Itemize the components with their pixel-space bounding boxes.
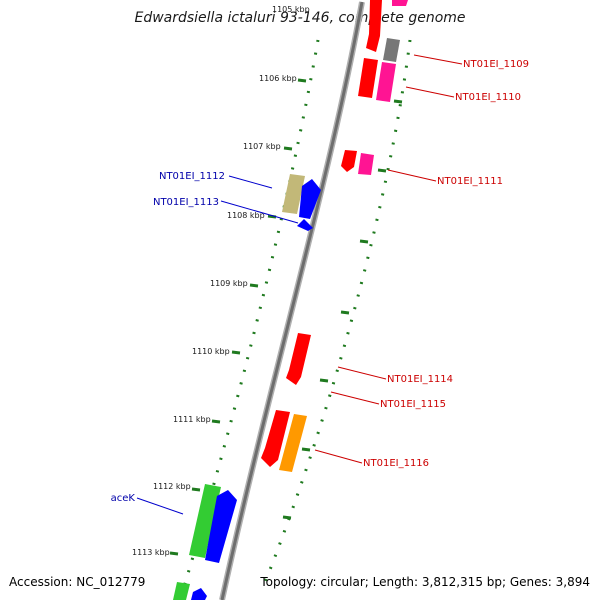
major-tick bbox=[169, 551, 179, 556]
tick-label-1105: 1105 kbp bbox=[272, 5, 310, 14]
major-tick bbox=[393, 99, 403, 104]
accession-text: Accession: NC_012779 bbox=[9, 575, 145, 589]
gene-feature-red[interactable] bbox=[286, 333, 311, 385]
tick-label-1110: 1110 kbp bbox=[192, 347, 230, 356]
gene-feature-green[interactable] bbox=[173, 582, 190, 600]
gene-feature-pink[interactable] bbox=[392, 0, 408, 6]
map-title: Edwardsiella ictaluri 93-146, complete g… bbox=[134, 10, 465, 26]
major-tick bbox=[283, 146, 293, 151]
major-tick bbox=[211, 419, 221, 424]
gene-feature-blue[interactable] bbox=[297, 219, 313, 231]
gene-feature-gray[interactable] bbox=[383, 38, 400, 62]
label-line-acek bbox=[136, 497, 184, 515]
tick-label-1106: 1106 kbp bbox=[259, 74, 297, 83]
tick-label-1108: 1108 kbp bbox=[227, 211, 265, 220]
major-tick bbox=[282, 515, 292, 520]
gene-feature-pink[interactable] bbox=[376, 62, 396, 102]
major-tick bbox=[359, 239, 369, 244]
gene-label-nt01ei-1110[interactable]: NT01EI_1110 bbox=[455, 92, 521, 103]
gene-feature-blue[interactable] bbox=[191, 588, 207, 600]
forward-label-lines bbox=[314, 54, 463, 464]
major-ticks-outer bbox=[169, 78, 307, 556]
label-line-1109 bbox=[413, 54, 463, 65]
gene-feature-blue[interactable] bbox=[205, 490, 237, 563]
gene-label-nt01ei-1111[interactable]: NT01EI_1111 bbox=[437, 176, 503, 187]
major-tick bbox=[301, 447, 311, 452]
gene-feature-red[interactable] bbox=[261, 410, 290, 467]
gene-feature-green[interactable] bbox=[189, 484, 221, 558]
gene-feature-pink[interactable] bbox=[358, 153, 374, 175]
gene-label-acek[interactable]: aceK bbox=[111, 493, 136, 504]
gene-label-nt01ei-1113[interactable]: NT01EI_1113 bbox=[153, 197, 219, 208]
tick-label-1113: 1113 kbp bbox=[132, 548, 170, 557]
label-line-1112 bbox=[228, 175, 273, 189]
reverse-label-lines bbox=[136, 175, 299, 515]
gene-label-nt01ei-1116[interactable]: NT01EI_1116 bbox=[363, 458, 429, 469]
major-tick bbox=[377, 168, 387, 173]
label-line-1115 bbox=[330, 391, 380, 405]
major-ticks-inner bbox=[282, 99, 403, 520]
gene-feature-red[interactable] bbox=[358, 58, 378, 98]
genome-summary-text: Topology: circular; Length: 3,812,315 bp… bbox=[259, 575, 590, 589]
gene-label-nt01ei-1114[interactable]: NT01EI_1114 bbox=[387, 374, 453, 385]
gene-label-nt01ei-1109[interactable]: NT01EI_1109 bbox=[463, 59, 529, 70]
label-line-1116 bbox=[314, 449, 363, 464]
genome-backbone bbox=[220, 1, 364, 600]
major-tick bbox=[249, 283, 259, 288]
gene-label-nt01ei-1112[interactable]: NT01EI_1112 bbox=[159, 171, 225, 182]
tick-label-1109: 1109 kbp bbox=[210, 279, 248, 288]
gene-feature-orange[interactable] bbox=[279, 414, 307, 472]
gene-feature-red[interactable] bbox=[366, 0, 382, 52]
gene-label-nt01ei-1115[interactable]: NT01EI_1115 bbox=[380, 399, 446, 410]
major-tick bbox=[297, 78, 307, 83]
major-tick bbox=[340, 310, 350, 315]
gene-feature-red[interactable] bbox=[341, 150, 357, 172]
gene-feature-blue[interactable] bbox=[299, 179, 321, 219]
label-line-1114 bbox=[337, 366, 387, 380]
major-tick bbox=[231, 350, 241, 355]
label-line-1111 bbox=[387, 169, 437, 182]
tick-label-1107: 1107 kbp bbox=[243, 142, 281, 151]
major-tick bbox=[191, 487, 201, 492]
tick-label-1111: 1111 kbp bbox=[173, 415, 211, 424]
label-line-1110 bbox=[405, 86, 455, 98]
tick-label-1112: 1112 kbp bbox=[153, 482, 191, 491]
label-line-1113 bbox=[220, 200, 299, 224]
major-tick bbox=[319, 378, 329, 383]
gene-feature-khaki[interactable] bbox=[282, 174, 305, 214]
